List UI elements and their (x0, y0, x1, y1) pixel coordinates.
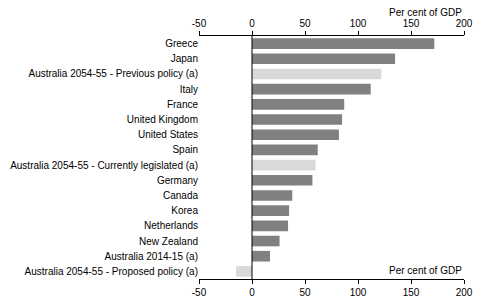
svg-text:150: 150 (403, 287, 420, 298)
svg-text:50: 50 (299, 287, 311, 298)
svg-text:-50: -50 (192, 287, 207, 298)
svg-text:Per cent of GDP: Per cent of GDP (389, 265, 462, 276)
svg-text:100: 100 (350, 287, 367, 298)
svg-text:Korea: Korea (171, 205, 198, 216)
svg-text:-50: -50 (192, 18, 207, 29)
svg-text:Japan: Japan (171, 53, 198, 64)
svg-text:France: France (167, 99, 199, 110)
svg-text:Germany: Germany (157, 175, 198, 186)
svg-text:150: 150 (403, 18, 420, 29)
svg-text:Australia 2054-55 - Proposed p: Australia 2054-55 - Proposed policy (a) (25, 266, 198, 277)
svg-text:0: 0 (249, 287, 255, 298)
svg-text:0: 0 (249, 18, 255, 29)
svg-text:Australia 2054-55 - Previous p: Australia 2054-55 - Previous policy (a) (28, 68, 198, 79)
svg-text:United Kingdom: United Kingdom (127, 114, 198, 125)
svg-text:Australia 2014-15 (a): Australia 2014-15 (a) (105, 251, 198, 262)
svg-text:Netherlands: Netherlands (144, 220, 198, 231)
svg-text:100: 100 (350, 18, 367, 29)
svg-text:New Zealand: New Zealand (139, 236, 198, 247)
svg-text:Per cent of GDP: Per cent of GDP (389, 7, 462, 18)
svg-text:50: 50 (299, 18, 311, 29)
svg-text:Spain: Spain (172, 144, 198, 155)
svg-text:Australia 2054-55 - Currently: Australia 2054-55 - Currently legislated… (10, 160, 198, 171)
svg-text:United States: United States (138, 129, 198, 140)
svg-text:Greece: Greece (165, 38, 198, 49)
svg-text:200: 200 (456, 18, 473, 29)
svg-text:200: 200 (456, 287, 473, 298)
svg-text:Italy: Italy (180, 84, 198, 95)
svg-text:Canada: Canada (163, 190, 198, 201)
